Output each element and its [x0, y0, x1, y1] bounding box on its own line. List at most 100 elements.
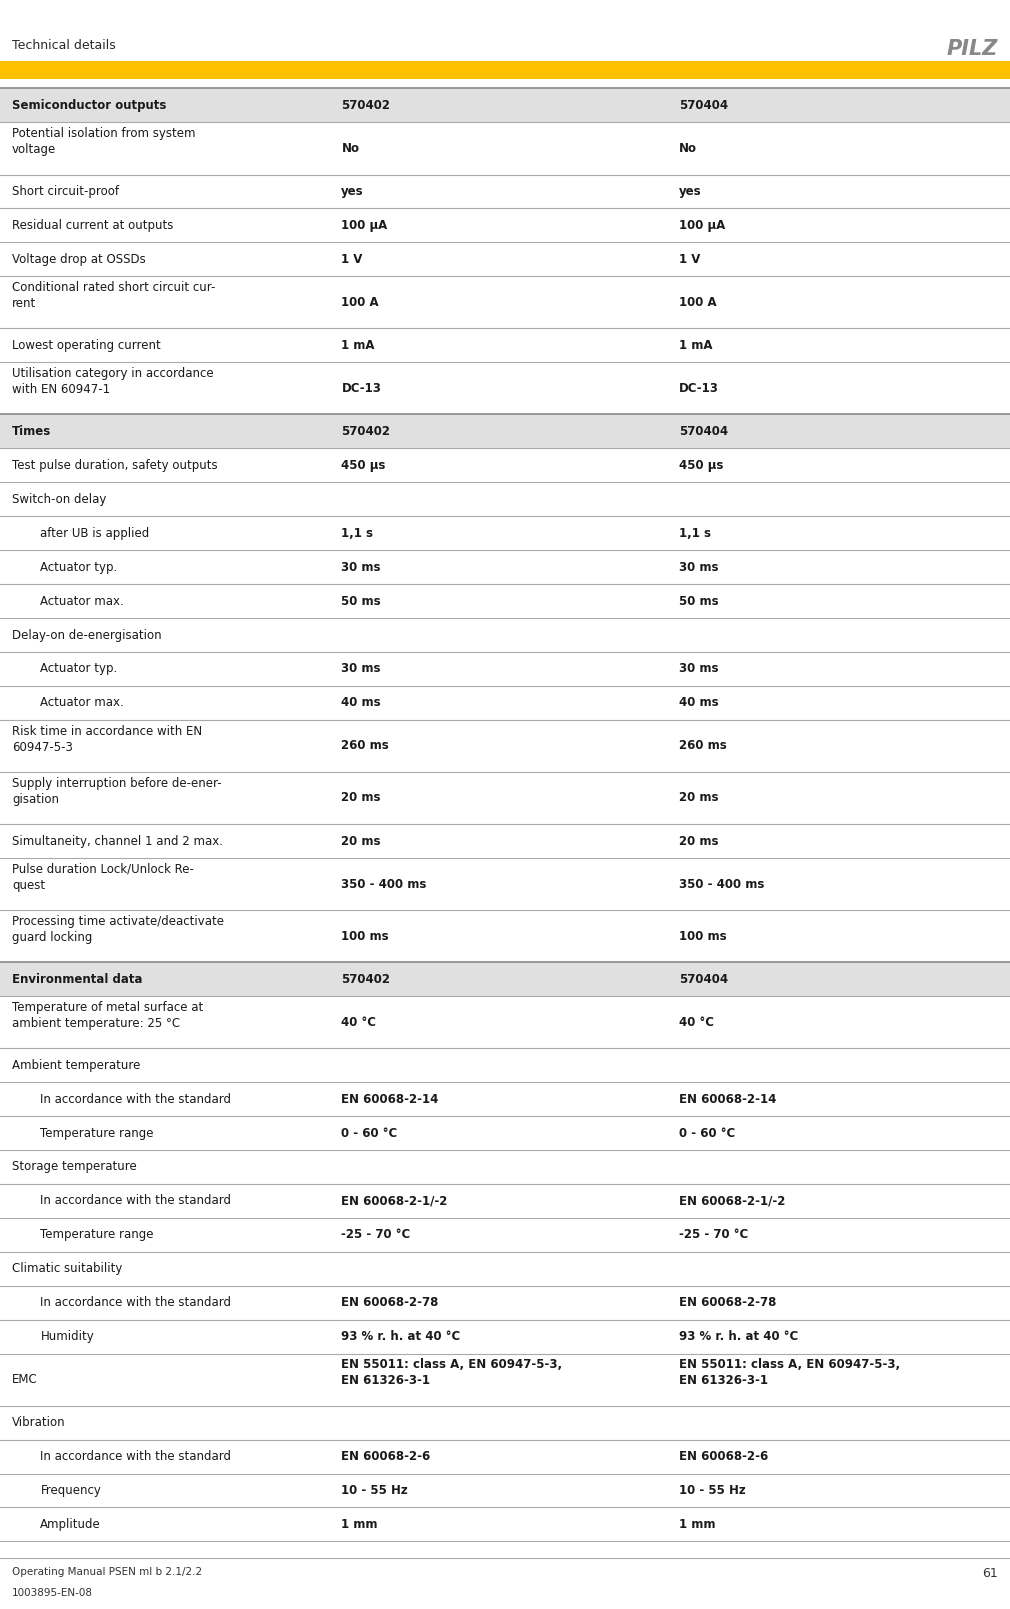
Text: Storage temperature: Storage temperature — [12, 1160, 137, 1173]
Text: Supply interruption before de-ener-
gisation: Supply interruption before de-ener- gisa… — [12, 777, 222, 806]
Text: Pulse duration Lock/Unlock Re-
quest: Pulse duration Lock/Unlock Re- quest — [12, 862, 194, 891]
Text: 1 V: 1 V — [679, 253, 700, 265]
Text: Switch-on delay: Switch-on delay — [12, 492, 106, 505]
Bar — [0, 88, 1010, 122]
Text: 30 ms: 30 ms — [341, 663, 381, 676]
Text: Times: Times — [12, 425, 52, 438]
Text: EN 60068-2-78: EN 60068-2-78 — [679, 1297, 776, 1310]
Text: Actuator max.: Actuator max. — [40, 595, 124, 608]
Text: Temperature range: Temperature range — [40, 1228, 154, 1241]
Text: Technical details: Technical details — [12, 39, 116, 51]
Text: Lowest operating current: Lowest operating current — [12, 339, 161, 352]
Text: Ambient temperature: Ambient temperature — [12, 1059, 140, 1072]
Text: Humidity: Humidity — [40, 1331, 94, 1344]
Text: 50 ms: 50 ms — [679, 595, 718, 608]
Text: yes: yes — [679, 185, 701, 198]
Text: PILZ: PILZ — [946, 39, 998, 58]
Text: 100 ms: 100 ms — [341, 930, 389, 943]
Text: 40 °C: 40 °C — [679, 1015, 714, 1028]
Text: EN 60068-2-1/-2: EN 60068-2-1/-2 — [679, 1194, 785, 1207]
Text: 570404: 570404 — [679, 973, 728, 986]
Text: 0 - 60 °C: 0 - 60 °C — [341, 1126, 398, 1139]
Text: 93 % r. h. at 40 °C: 93 % r. h. at 40 °C — [679, 1331, 798, 1344]
Text: yes: yes — [341, 185, 364, 198]
Text: Utilisation category in accordance
with EN 60947-1: Utilisation category in accordance with … — [12, 367, 214, 396]
Text: Simultaneity, channel 1 and 2 max.: Simultaneity, channel 1 and 2 max. — [12, 835, 223, 848]
Text: 30 ms: 30 ms — [679, 663, 718, 676]
Text: Voltage drop at OSSDs: Voltage drop at OSSDs — [12, 253, 145, 265]
Text: 100 µA: 100 µA — [679, 219, 725, 232]
Text: 450 µs: 450 µs — [679, 459, 723, 471]
Text: Temperature of metal surface at
ambient temperature: 25 °C: Temperature of metal surface at ambient … — [12, 1001, 203, 1030]
Text: Risk time in accordance with EN
60947-5-3: Risk time in accordance with EN 60947-5-… — [12, 724, 202, 753]
Text: 30 ms: 30 ms — [341, 560, 381, 574]
Text: 570404: 570404 — [679, 425, 728, 438]
Text: after UB is applied: after UB is applied — [40, 526, 149, 539]
Text: 100 ms: 100 ms — [679, 930, 726, 943]
Text: Semiconductor outputs: Semiconductor outputs — [12, 100, 167, 113]
Text: 0 - 60 °C: 0 - 60 °C — [679, 1126, 735, 1139]
Text: 1,1 s: 1,1 s — [679, 526, 711, 539]
Text: 100 A: 100 A — [341, 296, 379, 309]
Text: 1 V: 1 V — [341, 253, 363, 265]
Text: Test pulse duration, safety outputs: Test pulse duration, safety outputs — [12, 459, 218, 471]
Text: Frequency: Frequency — [40, 1483, 101, 1496]
Text: Processing time activate/deactivate
guard locking: Processing time activate/deactivate guar… — [12, 916, 224, 944]
Text: 1 mA: 1 mA — [679, 339, 712, 352]
Text: 1003895-EN-08: 1003895-EN-08 — [12, 1588, 93, 1598]
Text: Potential isolation from system
voltage: Potential isolation from system voltage — [12, 127, 196, 156]
Bar — [0, 415, 1010, 449]
Bar — [0, 962, 1010, 996]
Text: 1,1 s: 1,1 s — [341, 526, 374, 539]
Text: No: No — [341, 142, 360, 154]
Text: 570404: 570404 — [679, 100, 728, 113]
Text: 20 ms: 20 ms — [679, 792, 718, 804]
Text: Actuator max.: Actuator max. — [40, 697, 124, 710]
Text: Actuator typ.: Actuator typ. — [40, 560, 117, 574]
Text: Environmental data: Environmental data — [12, 973, 142, 986]
Text: Delay-on de-energisation: Delay-on de-energisation — [12, 629, 162, 642]
Text: EN 55011: class A, EN 60947-5-3,
EN 61326-3-1: EN 55011: class A, EN 60947-5-3, EN 6132… — [341, 1358, 563, 1387]
Text: 40 ms: 40 ms — [341, 697, 381, 710]
Text: 350 - 400 ms: 350 - 400 ms — [679, 877, 765, 890]
Text: EN 55011: class A, EN 60947-5-3,
EN 61326-3-1: EN 55011: class A, EN 60947-5-3, EN 6132… — [679, 1358, 900, 1387]
Text: 260 ms: 260 ms — [679, 740, 726, 753]
Text: 20 ms: 20 ms — [679, 835, 718, 848]
Text: 450 µs: 450 µs — [341, 459, 386, 471]
Text: 350 - 400 ms: 350 - 400 ms — [341, 877, 427, 890]
Text: 1 mA: 1 mA — [341, 339, 375, 352]
Text: EN 60068-2-78: EN 60068-2-78 — [341, 1297, 438, 1310]
Text: Vibration: Vibration — [12, 1416, 66, 1429]
Text: Amplitude: Amplitude — [40, 1517, 101, 1530]
Text: 570402: 570402 — [341, 425, 391, 438]
Text: -25 - 70 °C: -25 - 70 °C — [341, 1228, 411, 1241]
Text: 10 - 55 Hz: 10 - 55 Hz — [341, 1483, 408, 1496]
Text: EN 60068-2-6: EN 60068-2-6 — [679, 1450, 768, 1463]
Text: 20 ms: 20 ms — [341, 835, 381, 848]
Text: EN 60068-2-14: EN 60068-2-14 — [341, 1093, 438, 1105]
Text: Actuator typ.: Actuator typ. — [40, 663, 117, 676]
Text: 1 mm: 1 mm — [679, 1517, 715, 1530]
Text: 40 ms: 40 ms — [679, 697, 718, 710]
Text: 30 ms: 30 ms — [679, 560, 718, 574]
Text: 1 mm: 1 mm — [341, 1517, 378, 1530]
Text: 61: 61 — [982, 1567, 998, 1580]
Text: Residual current at outputs: Residual current at outputs — [12, 219, 174, 232]
Text: EN 60068-2-6: EN 60068-2-6 — [341, 1450, 430, 1463]
Text: In accordance with the standard: In accordance with the standard — [40, 1194, 231, 1207]
Text: 100 µA: 100 µA — [341, 219, 388, 232]
Text: Operating Manual PSEN ml b 2.1/2.2: Operating Manual PSEN ml b 2.1/2.2 — [12, 1567, 202, 1577]
Text: In accordance with the standard: In accordance with the standard — [40, 1450, 231, 1463]
Text: Short circuit-proof: Short circuit-proof — [12, 185, 119, 198]
Bar — [0, 61, 1010, 79]
Text: EN 60068-2-14: EN 60068-2-14 — [679, 1093, 776, 1105]
Text: EN 60068-2-1/-2: EN 60068-2-1/-2 — [341, 1194, 447, 1207]
Text: 570402: 570402 — [341, 100, 391, 113]
Text: Conditional rated short circuit cur-
rent: Conditional rated short circuit cur- ren… — [12, 282, 215, 311]
Text: 93 % r. h. at 40 °C: 93 % r. h. at 40 °C — [341, 1331, 461, 1344]
Text: -25 - 70 °C: -25 - 70 °C — [679, 1228, 748, 1241]
Text: 20 ms: 20 ms — [341, 792, 381, 804]
Text: DC-13: DC-13 — [679, 381, 718, 394]
Text: In accordance with the standard: In accordance with the standard — [40, 1093, 231, 1105]
Text: In accordance with the standard: In accordance with the standard — [40, 1297, 231, 1310]
